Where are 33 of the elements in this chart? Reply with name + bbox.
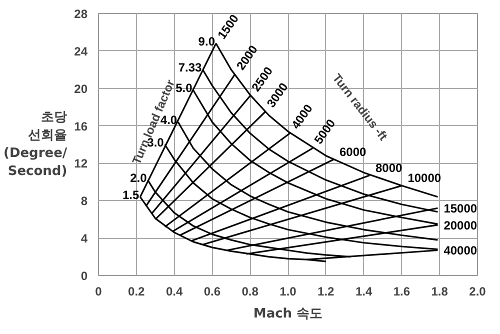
y-tick-label: 0 [80,269,88,283]
y-tick-label: 4 [80,232,88,246]
y-tick-label: 20 [74,82,88,96]
x-tick-label: 0.4 [166,284,183,298]
x-tick-label: 2.0 [469,284,486,298]
series-label: 10000 [408,171,442,186]
series-label: 9.0 [198,34,216,48]
series-label: 40000 [444,244,478,258]
x-tick-label: 0.6 [204,284,221,298]
series-label: 15000 [444,202,478,216]
x-tick-label: 1.6 [393,284,410,298]
series-label: 4.0 [160,113,178,128]
series-label: 8000 [375,160,403,175]
series-label: 5.0 [176,81,193,96]
x-tick-label: 1.8 [431,284,448,298]
x-tick-label: 0 [95,284,102,298]
series-label: 6000 [339,144,366,159]
series-label: 2.0 [130,171,148,186]
x-tick-label: 1.0 [280,284,297,298]
series-label: 1.5 [122,188,140,202]
y-tick-label: 8 [80,194,88,208]
y-tick-label: 28 [74,7,88,21]
x-tick-label: 1.2 [318,284,335,298]
x-tick-label: 1.4 [355,284,372,298]
y-tick-label: 16 [74,119,88,134]
series-label: 20000 [444,218,478,232]
y-tick-label: 24 [74,44,88,58]
series-label: 7.33 [178,60,202,75]
y-tick-label: 12 [74,156,88,171]
x-tick-label: 0.8 [242,284,259,298]
x-tick-label: 0.2 [128,284,146,298]
y-axis-title: 초당 선회율 (Degree/ Second) [4,110,68,179]
x-axis-title: Mach 속도 [253,306,323,322]
